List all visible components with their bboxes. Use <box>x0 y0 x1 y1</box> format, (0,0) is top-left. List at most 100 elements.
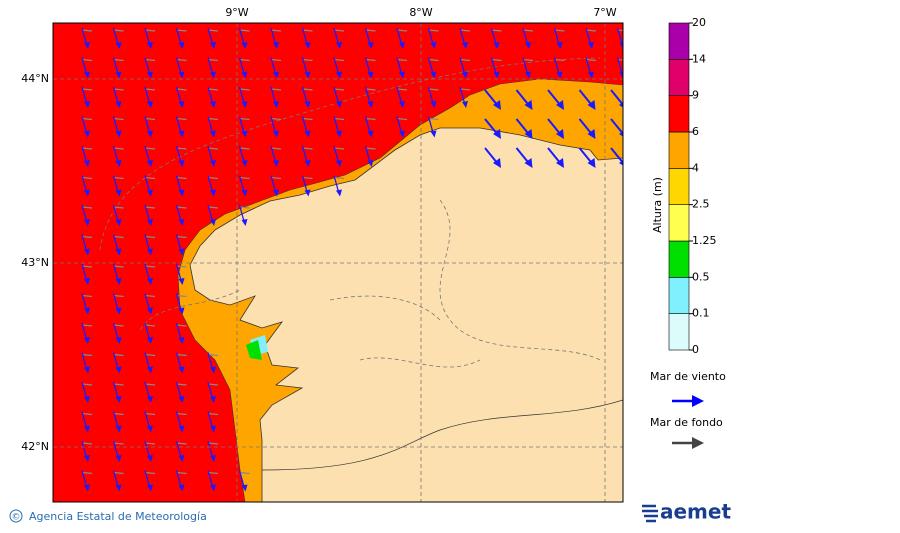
wind-arrow-head <box>210 366 216 374</box>
swell-arrow <box>81 206 93 209</box>
wind-arrow-head <box>524 129 533 139</box>
swell-arrow <box>113 88 124 91</box>
lat-label: 44°N <box>21 72 49 85</box>
colorbar-label: 4 <box>692 161 699 174</box>
swell-arrow <box>459 88 471 91</box>
lat-label: 43°N <box>21 256 49 269</box>
wind-arrow-head <box>210 71 216 79</box>
swell-arrow <box>333 88 345 91</box>
wind-arrow-head <box>273 130 279 138</box>
swell-arrow <box>81 324 93 327</box>
wind-arrow-head <box>84 307 90 315</box>
wind-arrow-head <box>147 248 153 256</box>
wind-arrow-head <box>241 42 248 49</box>
wind-arrow-head <box>367 71 374 79</box>
colorbar-label: 0.1 <box>692 307 710 320</box>
wind-arrow-head <box>210 396 216 403</box>
wind-arrow-head <box>430 130 437 138</box>
swell-arrow <box>176 471 187 475</box>
wind-arrow-head <box>210 219 216 226</box>
wind-arrow-head <box>336 160 342 167</box>
swell-arrow <box>113 206 124 209</box>
colorbar-segment <box>668 168 690 205</box>
swell-arrow <box>144 324 156 327</box>
wind-arrow-head <box>115 248 122 256</box>
swell-arrow <box>144 117 156 121</box>
swell-arrow <box>207 88 219 91</box>
wind-arrow-head <box>462 101 468 108</box>
wind-arrow-head <box>147 366 153 374</box>
wind-arrow-head <box>399 71 405 79</box>
wind-arrow-head <box>493 71 500 79</box>
swell-arrow <box>333 147 345 150</box>
wind-arrow-head <box>273 160 279 167</box>
wind-arrow-head <box>115 101 122 108</box>
swell-arrow <box>113 147 124 150</box>
colorbar-segment <box>668 313 690 351</box>
copyright: © <box>12 513 21 523</box>
colorbar-segment <box>668 240 690 278</box>
swell-arrow <box>113 235 124 239</box>
colorbar-label: 9 <box>692 89 699 102</box>
wind-arrow-head <box>178 425 185 433</box>
swell-arrow <box>333 117 345 121</box>
colorbar-segment <box>668 22 690 60</box>
wind-arrow-head <box>273 101 279 108</box>
wind-arrow-head <box>115 455 122 462</box>
swell-arrow <box>428 88 439 91</box>
wind-arrow-head <box>84 366 90 374</box>
swell-arrow <box>333 29 345 32</box>
lon-label: 9°W <box>225 6 248 19</box>
wind-arrow-head <box>178 101 185 108</box>
swell-arrow <box>81 353 93 357</box>
wind-arrow-head <box>525 71 531 79</box>
wind-arrow-head <box>210 455 216 462</box>
swell-arrow <box>176 294 187 298</box>
colorbar-label: 20 <box>692 16 706 29</box>
wind-arrow-head <box>304 160 311 167</box>
swell-arrow <box>207 353 219 357</box>
swell-arrow <box>176 353 187 357</box>
wind-arrow-head <box>84 396 90 403</box>
wind-arrow-head <box>115 337 122 344</box>
swell-arrow <box>302 117 313 121</box>
swell-arrow <box>239 29 250 32</box>
colorbar-label: 0 <box>692 343 699 356</box>
wind-arrow-head <box>84 278 90 285</box>
wind-arrow-head <box>115 484 122 492</box>
swell-arrow <box>176 29 187 32</box>
swell-arrow <box>302 29 313 32</box>
wind-arrow-head <box>556 71 563 79</box>
swell-arrow <box>144 471 156 475</box>
swell-arrow <box>144 412 156 416</box>
ria <box>246 340 262 360</box>
wind-arrow-head <box>115 425 122 433</box>
wind-arrow-head <box>178 278 185 285</box>
province-border <box>329 199 601 368</box>
swell-arrow <box>81 265 93 268</box>
wind-arrow-head <box>619 131 623 137</box>
swell-arrow <box>270 58 282 62</box>
wind-arrow-head <box>147 219 153 226</box>
swell-arrow <box>239 58 250 62</box>
wind-arrow-head <box>115 160 122 167</box>
swell-arrow <box>144 176 156 180</box>
wind-arrow-head <box>84 337 90 344</box>
swell-arrow <box>333 58 345 62</box>
wind-arrow-head <box>147 425 153 433</box>
wind-arrow-head <box>178 71 185 79</box>
wind-arrow-head <box>273 189 279 197</box>
swell-arrow <box>113 442 124 445</box>
wind-arrow-head <box>115 366 122 374</box>
wind-arrow-head <box>84 219 90 226</box>
wind-arrow-head <box>210 189 216 197</box>
wind-arrow-head <box>241 160 248 167</box>
wind-arrow-head <box>241 189 248 197</box>
wind-arrow-head <box>588 42 594 49</box>
wind-arrow-head <box>556 158 564 168</box>
wind-arrow-head <box>336 189 342 197</box>
swell-arrow <box>113 471 124 475</box>
swell-arrow <box>302 58 313 62</box>
wind-arrow-head <box>241 484 248 492</box>
swell-arrow <box>554 29 565 32</box>
